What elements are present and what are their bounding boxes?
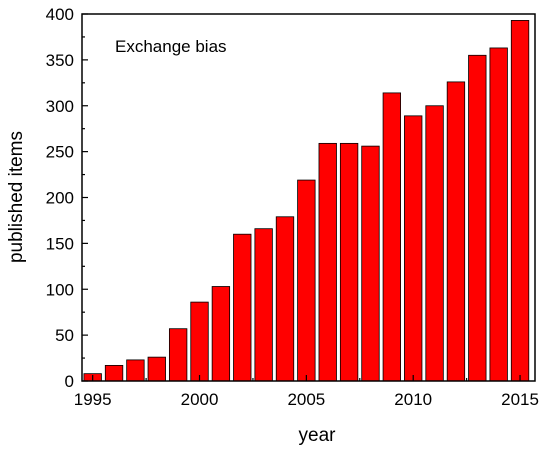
bar-2015 bbox=[510, 20, 530, 382]
bar-2008 bbox=[361, 145, 380, 382]
y-tick-label-150: 150 bbox=[46, 234, 74, 253]
bar-2011 bbox=[425, 105, 444, 382]
bar-1998 bbox=[147, 356, 166, 382]
bar-2002 bbox=[233, 233, 252, 382]
y-tick-label-250: 250 bbox=[46, 143, 74, 162]
y-tick-label-400: 400 bbox=[46, 5, 74, 24]
x-tick-label-2005: 2005 bbox=[287, 390, 325, 409]
bar-1997 bbox=[126, 359, 145, 382]
tick-labels-group: 0 50 100 150 200 250 300 350 400 1995 2000 2005 2010… bbox=[46, 5, 539, 409]
y-tick-label-50: 50 bbox=[55, 326, 74, 345]
bar-2000 bbox=[190, 301, 209, 382]
bar-2014 bbox=[489, 47, 508, 382]
y-axis-label: published items bbox=[6, 131, 27, 263]
plot-frame bbox=[81, 13, 536, 382]
bar-2009 bbox=[382, 92, 401, 382]
bar-2010 bbox=[404, 115, 423, 382]
x-axis-label: year bbox=[299, 425, 337, 446]
bar-2005 bbox=[297, 179, 316, 382]
bars-group bbox=[83, 20, 530, 382]
bar-2012 bbox=[446, 81, 466, 382]
y-tick-label-200: 200 bbox=[46, 189, 74, 208]
y-tick-label-0: 0 bbox=[65, 372, 74, 391]
y-tick-label-300: 300 bbox=[46, 97, 74, 116]
x-tick-label-2015: 2015 bbox=[501, 390, 539, 409]
bar-2003 bbox=[254, 228, 273, 382]
bar-1996 bbox=[104, 364, 124, 382]
y-tick-label-100: 100 bbox=[46, 280, 74, 299]
bar-2013 bbox=[468, 54, 487, 382]
x-tick-label-2000: 2000 bbox=[181, 390, 219, 409]
bar-2004 bbox=[275, 216, 295, 382]
x-tick-label-2010: 2010 bbox=[394, 390, 432, 409]
bar-2007 bbox=[339, 142, 359, 382]
chart-annotation: Exchange bias bbox=[115, 37, 227, 56]
bar-2006 bbox=[318, 142, 337, 382]
bar-2001 bbox=[211, 286, 231, 382]
x-tick-label-1995: 1995 bbox=[74, 390, 112, 409]
y-tick-label-350: 350 bbox=[46, 51, 74, 70]
bar-1999 bbox=[168, 328, 188, 382]
